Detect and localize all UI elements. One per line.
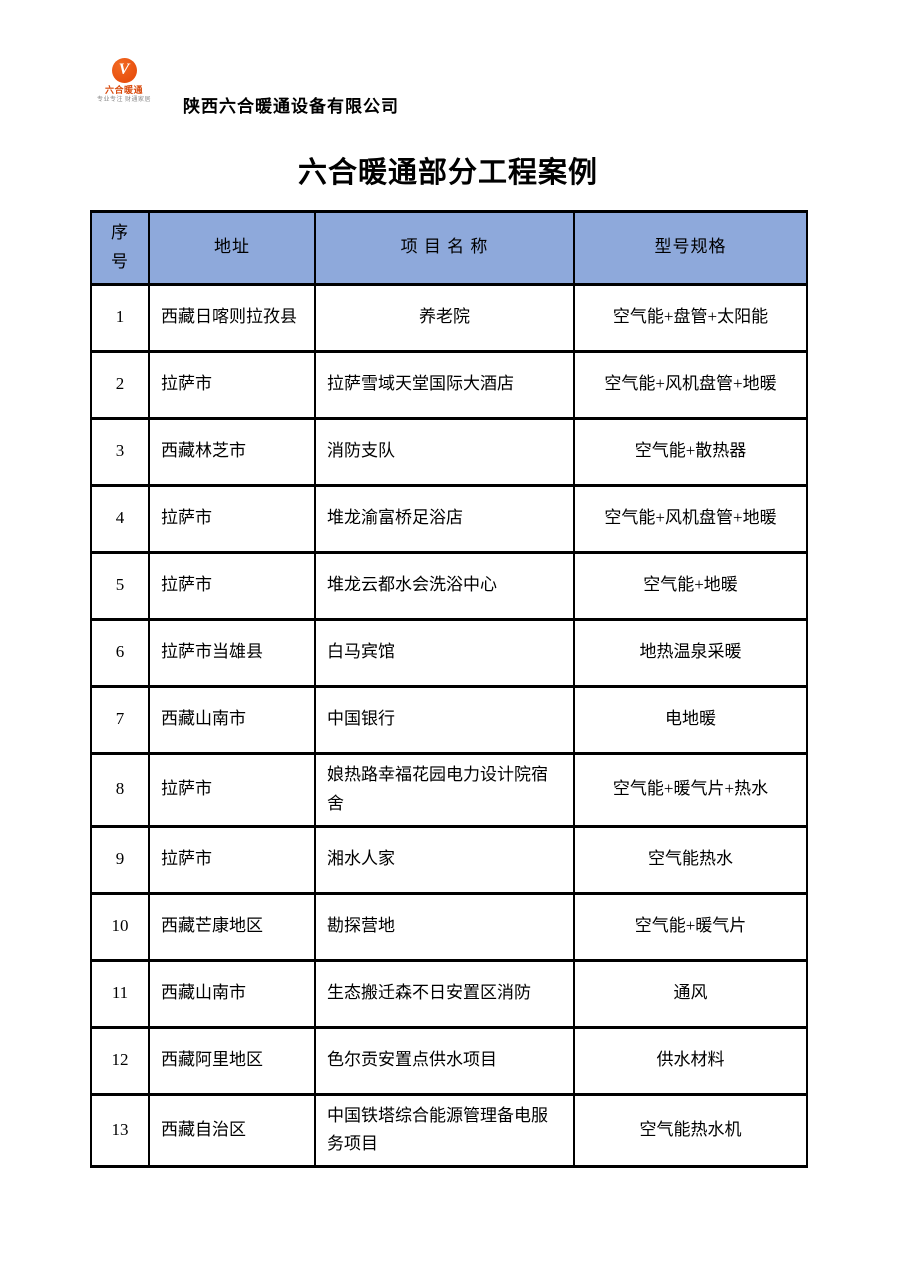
table-row: 3 西藏林芝市 消防支队 空气能+散热器 (90, 416, 808, 487)
table-row: 10 西藏芒康地区 勘探营地 空气能+暖气片 (90, 891, 808, 962)
table-row: 1 西藏日喀则拉孜县 养老院 空气能+盘管+太阳能 (90, 282, 808, 353)
cell-no: 9 (90, 824, 150, 895)
cell-no: 5 (90, 550, 150, 621)
cell-spec: 空气能+风机盘管+地暖 (573, 349, 808, 420)
table-row: 4 拉萨市 堆龙渝富桥足浴店 空气能+风机盘管+地暖 (90, 483, 808, 554)
cell-spec: 空气能热水 (573, 824, 808, 895)
table-row: 2 拉萨市 拉萨雪域天堂国际大酒店 空气能+风机盘管+地暖 (90, 349, 808, 420)
cell-no: 4 (90, 483, 150, 554)
cell-spec: 空气能热水机 (573, 1092, 808, 1169)
table-row: 11 西藏山南市 生态搬迁森不日安置区消防 通风 (90, 958, 808, 1029)
cell-project: 拉萨雪域天堂国际大酒店 (314, 349, 575, 420)
column-header-address: 地址 (148, 210, 316, 286)
cell-spec: 电地暖 (573, 684, 808, 755)
cell-address: 拉萨市 (148, 349, 316, 420)
cell-spec: 空气能+盘管+太阳能 (573, 282, 808, 353)
table-row: 6 拉萨市当雄县 白马宾馆 地热温泉采暖 (90, 617, 808, 688)
cell-project: 湘水人家 (314, 824, 575, 895)
table-row: 5 拉萨市 堆龙云都水会洗浴中心 空气能+地暖 (90, 550, 808, 621)
cell-project: 色尔贡安置点供水项目 (314, 1025, 575, 1096)
cell-no: 8 (90, 751, 150, 828)
cell-project: 中国银行 (314, 684, 575, 755)
cell-project: 堆龙云都水会洗浴中心 (314, 550, 575, 621)
logo-slogan-text: 专业专注 财通家居 (96, 97, 151, 103)
cell-project: 勘探营地 (314, 891, 575, 962)
cell-address: 西藏阿里地区 (148, 1025, 316, 1096)
logo-v-icon: V (118, 60, 130, 78)
cell-no: 13 (90, 1092, 150, 1169)
cell-no: 2 (90, 349, 150, 420)
cell-no: 6 (90, 617, 150, 688)
table-body: 1 西藏日喀则拉孜县 养老院 空气能+盘管+太阳能 2 拉萨市 拉萨雪域天堂国际… (90, 282, 808, 1169)
cell-address: 拉萨市当雄县 (148, 617, 316, 688)
cell-spec: 供水材料 (573, 1025, 808, 1096)
cell-address: 西藏林芝市 (148, 416, 316, 487)
cell-project: 消防支队 (314, 416, 575, 487)
company-logo: V 六合暖通 专业专注 财通家居 (92, 58, 156, 103)
cell-address: 西藏山南市 (148, 684, 316, 755)
cell-address: 西藏日喀则拉孜县 (148, 282, 316, 353)
cell-spec: 空气能+暖气片+热水 (573, 751, 808, 828)
cell-no: 3 (90, 416, 150, 487)
table-row: 8 拉萨市 娘热路幸福花园电力设计院宿舍 空气能+暖气片+热水 (90, 751, 808, 828)
cell-no: 10 (90, 891, 150, 962)
cell-spec: 空气能+散热器 (573, 416, 808, 487)
cell-address: 拉萨市 (148, 824, 316, 895)
cell-no: 7 (90, 684, 150, 755)
cell-address: 拉萨市 (148, 550, 316, 621)
cell-project: 白马宾馆 (314, 617, 575, 688)
cell-project: 养老院 (314, 282, 575, 353)
table-header-row: 序号 地址 项 目 名 称 型号规格 (90, 210, 808, 286)
cell-spec: 空气能+暖气片 (573, 891, 808, 962)
cell-project: 堆龙渝富桥足浴店 (314, 483, 575, 554)
cell-address: 拉萨市 (148, 483, 316, 554)
cell-no: 11 (90, 958, 150, 1029)
column-header-no: 序号 (90, 210, 150, 286)
cell-spec: 空气能+地暖 (573, 550, 808, 621)
table-row: 7 西藏山南市 中国银行 电地暖 (90, 684, 808, 755)
logo-brand-text: 六合暖通 (104, 85, 143, 95)
page-title: 六合暖通部分工程案例 (297, 157, 598, 189)
table-row: 13 西藏自治区 中国铁塔综合能源管理备电服务项目 空气能热水机 (90, 1092, 808, 1169)
column-header-project: 项 目 名 称 (314, 210, 575, 286)
cell-address: 西藏山南市 (148, 958, 316, 1029)
cell-no: 1 (90, 282, 150, 353)
company-name: 陕西六合暖通设备有限公司 (183, 97, 399, 116)
cell-project: 中国铁塔综合能源管理备电服务项目 (314, 1092, 575, 1169)
cell-project: 生态搬迁森不日安置区消防 (314, 958, 575, 1029)
cases-table: 序号 地址 项 目 名 称 型号规格 1 西藏日喀则拉孜县 养老院 空气能+盘管… (90, 210, 808, 1169)
cell-address: 拉萨市 (148, 751, 316, 828)
table-row: 12 西藏阿里地区 色尔贡安置点供水项目 供水材料 (90, 1025, 808, 1096)
cell-address: 西藏芒康地区 (148, 891, 316, 962)
cell-no: 12 (90, 1025, 150, 1096)
cell-project: 娘热路幸福花园电力设计院宿舍 (314, 751, 575, 828)
cell-spec: 地热温泉采暖 (573, 617, 808, 688)
column-header-spec: 型号规格 (573, 210, 808, 286)
table-row: 9 拉萨市 湘水人家 空气能热水 (90, 824, 808, 895)
cell-spec: 通风 (573, 958, 808, 1029)
cell-spec: 空气能+风机盘管+地暖 (573, 483, 808, 554)
cell-address: 西藏自治区 (148, 1092, 316, 1169)
logo-circle-icon: V (111, 58, 137, 83)
